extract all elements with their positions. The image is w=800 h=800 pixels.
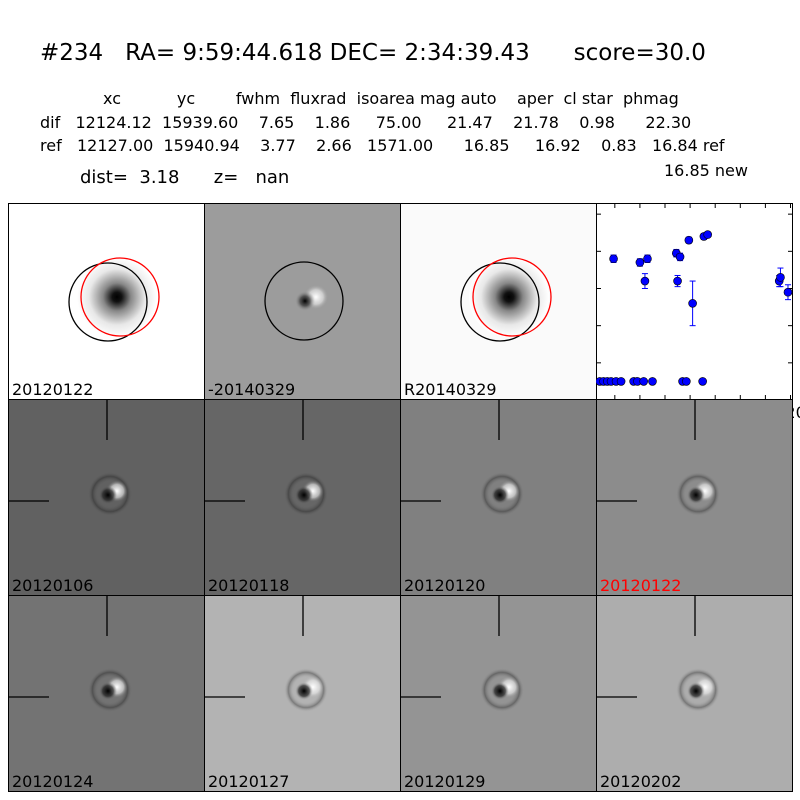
ref-row: ref 12127.00 15940.94 3.77 2.66 1571.00 … [40,136,725,155]
stamp-panel-20120120: 20120120 [400,399,597,596]
stamp-image [597,596,792,791]
aperture-circle [460,262,540,342]
stamp-panel-20120202: 20120202 [596,595,793,792]
stamp-image [597,400,792,595]
table-header: xc yc fwhm fluxrad isoarea mag auto aper… [103,89,679,108]
stamp-label: 20120120 [404,576,486,595]
data-point [703,230,712,239]
data-point [783,287,793,297]
stamp-image [9,204,204,399]
stamp-panel-20120106: 20120106 [8,399,205,596]
stamp-image [401,400,596,595]
aperture-circle [264,261,344,341]
data-point [643,254,652,264]
stamp-label: 20120129 [404,772,486,791]
stamp-label: 20120124 [12,772,94,791]
stamp-label: 20120106 [12,576,94,595]
data-point [616,377,626,386]
stamp-image [401,596,596,791]
star-blob [77,257,157,337]
stamp-panel-ref-20120122: 20120122 [8,203,205,400]
data-point [673,276,682,286]
data-point [648,377,657,386]
stamp-panel-ref-r20140329: R20140329 [400,203,597,400]
new-mag: 16.85 new [664,161,748,180]
dif-row: dif 12124.12 15939.60 7.65 1.86 75.00 21… [40,113,692,132]
data-point [640,276,650,286]
data-point [684,235,694,245]
stamp-label: R20140329 [404,380,497,399]
stamp-panel-20120129: 20120129 [400,595,597,792]
stamp-label: 20120122 [12,380,94,399]
ref-circle [80,257,160,337]
stamp-panel-20120127: 20120127 [204,595,401,792]
stamp-panel-20120124: 20120124 [8,595,205,792]
aperture-circle [68,262,148,342]
light-curve-plot: 212223242526−20020406080100120 [596,203,800,422]
stamp-label: 20120122 [600,576,682,595]
stamp-label: -20140329 [208,380,296,399]
stamp-image [205,400,400,595]
stamp-panel-diff-20140329: -20140329 [204,203,401,400]
stamp-label: 20120127 [208,772,290,791]
data-point [688,299,697,308]
data-point [609,254,618,264]
stamp-label: 20120118 [208,576,290,595]
stamp-image [205,204,400,399]
stamp-panel-20120118: 20120118 [204,399,401,596]
data-point [639,377,648,386]
stamp-image [401,204,596,399]
light-curve-panel: 212223242526−20020406080100120 [596,203,800,422]
star-blob [469,257,549,337]
stamp-image [9,400,204,595]
data-point [635,258,645,267]
data-point [675,252,685,262]
stamp-image [9,596,204,791]
candidate-title: #234 RA= 9:59:44.618 DEC= 2:34:39.43 sco… [40,40,706,66]
ref-circle [472,257,552,337]
stamp-image [205,596,400,791]
dist-line: dist= 3.18 z= nan [80,167,290,188]
data-point [682,377,691,386]
stamp-label: 20120202 [600,772,682,791]
data-point [776,273,785,282]
data-point [698,377,707,386]
stamp-panel-20120122: 20120122 [596,399,793,596]
